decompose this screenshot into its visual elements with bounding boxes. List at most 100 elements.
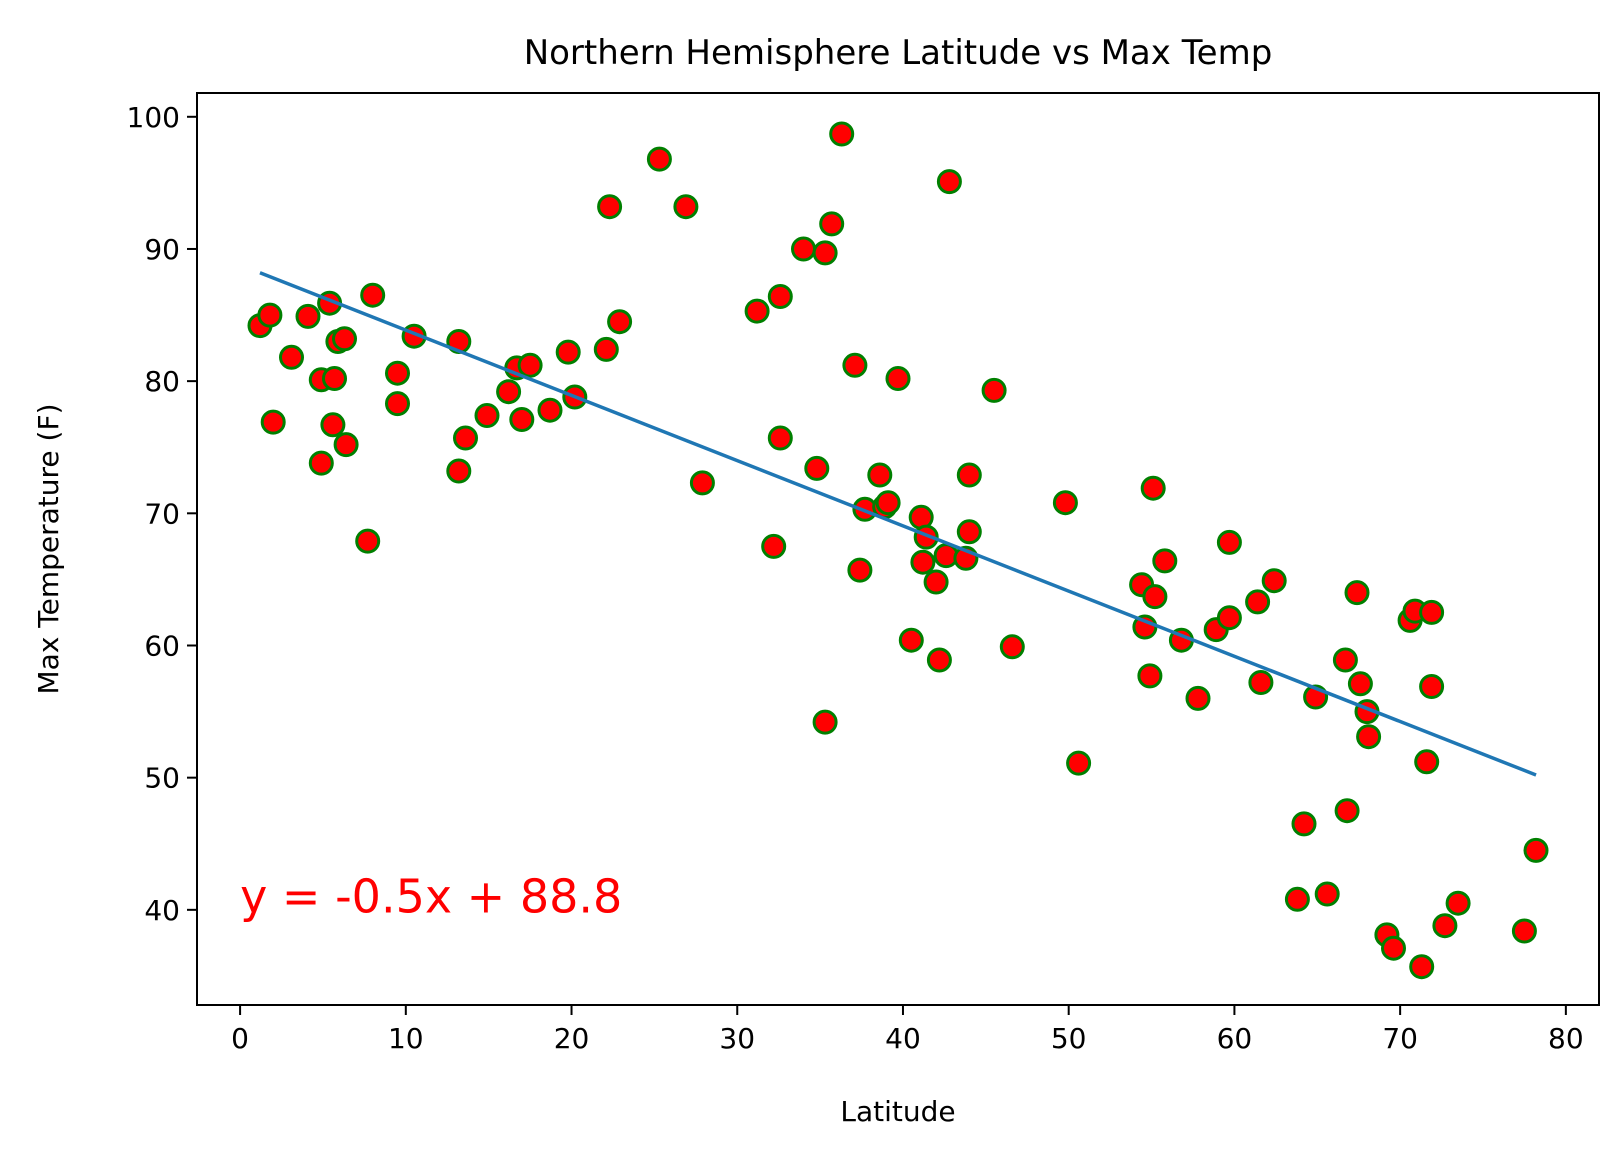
y-axis-label: Max Temperature (F) (32, 403, 65, 694)
data-point (981, 377, 1007, 403)
data-point (1052, 490, 1078, 516)
x-tick-label: 70 (1382, 1022, 1418, 1055)
data-point (320, 412, 346, 438)
regression-line (259, 271, 1537, 777)
data-point (333, 432, 359, 458)
x-tick-label: 30 (719, 1022, 755, 1055)
data-point (1432, 913, 1458, 939)
data-point (1248, 670, 1274, 695)
data-point (1381, 935, 1406, 961)
data-point (607, 309, 633, 335)
plot-frame (196, 92, 1600, 1006)
data-point (360, 282, 386, 308)
data-point (1140, 475, 1166, 501)
data-point (812, 709, 838, 735)
data-point (1142, 584, 1168, 610)
data-point (385, 391, 410, 417)
x-axis: 0 10 20 30 40 50 60 70 80 (231, 1005, 1584, 1055)
data-point (1511, 918, 1537, 944)
data-point (593, 336, 619, 362)
data-point (847, 557, 873, 583)
data-point (1152, 548, 1178, 574)
data-point (910, 549, 936, 575)
data-point (804, 455, 830, 481)
data-point (257, 302, 283, 328)
y-tick-label: 60 (144, 629, 180, 662)
data-point (842, 352, 868, 378)
data-point (956, 519, 982, 545)
data-point (898, 627, 924, 653)
data-point (812, 240, 838, 266)
data-point (1414, 749, 1440, 775)
data-point (1445, 890, 1471, 916)
y-tick-label: 50 (144, 762, 180, 795)
data-point (867, 462, 893, 488)
y-tick-label: 80 (144, 365, 180, 398)
data-point (509, 407, 535, 432)
data-point (791, 236, 816, 262)
data-point (517, 352, 543, 378)
chart-title: Northern Hemisphere Latitude vs Max Temp (524, 33, 1273, 73)
data-point (1261, 568, 1287, 594)
data-point (1334, 798, 1360, 824)
data-point (875, 490, 901, 516)
data-point (1356, 724, 1382, 750)
data-point (956, 462, 982, 488)
data-point (446, 458, 472, 484)
data-point (555, 339, 581, 365)
regression-equation: y = -0.5x + 88.8 (240, 869, 622, 923)
data-point (819, 211, 845, 237)
x-tick-label: 0 (231, 1022, 249, 1055)
y-tick-label: 40 (144, 894, 180, 927)
data-point (1314, 881, 1340, 907)
data-point (1284, 886, 1310, 912)
x-tick-label: 60 (1217, 1022, 1253, 1055)
x-tick-label: 20 (554, 1022, 590, 1055)
x-axis-label: Latitude (840, 1095, 955, 1128)
data-point (295, 303, 321, 329)
data-point (1185, 685, 1211, 711)
data-point (496, 379, 522, 405)
data-point (689, 470, 715, 496)
data-point (646, 146, 672, 172)
data-point (1066, 750, 1092, 776)
plot-content: y = -0.5x + 88.8 (240, 121, 1549, 980)
data-point (673, 194, 699, 220)
data-point (279, 344, 304, 370)
data-point (1409, 954, 1435, 980)
data-point (829, 121, 855, 147)
data-point (936, 169, 962, 195)
data-point (1332, 647, 1358, 673)
data-point (767, 425, 793, 451)
data-point (1291, 811, 1317, 837)
data-point (1344, 580, 1370, 606)
data-point (597, 194, 623, 220)
data-point (537, 397, 563, 423)
data-point (332, 326, 357, 352)
data-point (761, 533, 787, 559)
y-tick-label: 70 (144, 497, 180, 530)
data-point (1419, 599, 1445, 625)
data-point (453, 425, 478, 451)
data-point (1419, 674, 1445, 699)
data-point (1347, 671, 1373, 697)
data-point (322, 366, 347, 391)
data-point (474, 403, 500, 428)
data-point (260, 409, 286, 435)
data-point (1523, 837, 1549, 863)
data-point (926, 647, 952, 673)
x-tick-label: 80 (1548, 1022, 1584, 1055)
data-point (1137, 663, 1163, 689)
data-point (744, 298, 770, 324)
data-point (999, 634, 1025, 660)
data-point (385, 360, 410, 386)
data-point (1216, 605, 1242, 631)
data-point (308, 450, 334, 476)
data-point (767, 284, 793, 309)
x-tick-label: 10 (388, 1022, 424, 1055)
data-point (355, 528, 381, 554)
x-tick-label: 50 (1051, 1022, 1087, 1055)
data-point (923, 569, 949, 595)
y-tick-label: 100 (127, 101, 180, 134)
